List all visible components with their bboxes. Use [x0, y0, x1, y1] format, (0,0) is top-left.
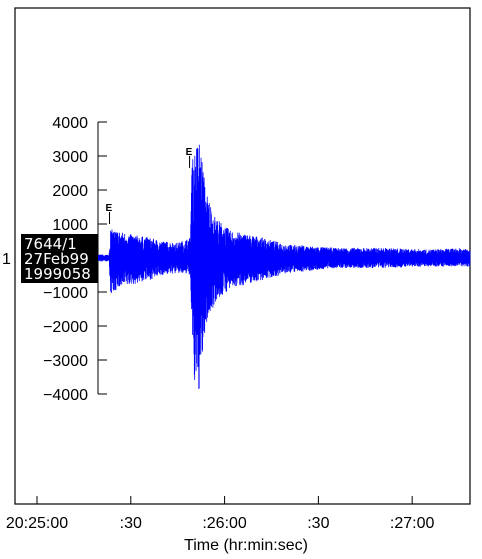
y-axis-ticks: 4000 3000 2000 1000 −1000 −2000 −3000 −4000 — [43, 115, 107, 404]
y-tick-label: 3000 — [52, 149, 88, 166]
x-tick-label: :26:00 — [202, 515, 247, 532]
x-axis-ticks: 20:25:00 :30 :26:00 :30 :27:00 — [6, 496, 435, 532]
y-tick-label: −3000 — [43, 353, 88, 370]
x-tick-label: 20:25:00 — [6, 515, 68, 532]
pick-label: E — [106, 203, 113, 214]
y-tick-label: −2000 — [43, 319, 88, 336]
x-tick-label: :27:00 — [390, 515, 435, 532]
y-tick-label: −4000 — [43, 387, 88, 404]
station-info-line-2: 27Feb99 — [24, 250, 89, 268]
trace-number: 1 — [2, 251, 11, 268]
x-tick-label: :30 — [307, 515, 329, 532]
y-tick-label: 4000 — [52, 115, 88, 132]
y-tick-label: 2000 — [52, 183, 88, 200]
station-info-box: 7644/1 27Feb99 1999058 — [21, 234, 98, 283]
station-info-background — [21, 234, 98, 283]
phase-picks: EE — [106, 147, 193, 224]
y-tick-label: 1000 — [52, 217, 88, 234]
x-tick-label: :30 — [120, 515, 142, 532]
y-tick-label: −1000 — [43, 285, 88, 302]
x-axis-title: Time (hr:min:sec) — [184, 537, 308, 554]
waveform-trace — [36, 144, 471, 389]
station-info-line-3: 1999058 — [24, 265, 91, 283]
station-info-line-1: 7644/1 — [24, 235, 77, 253]
pick-label: E — [186, 147, 193, 158]
